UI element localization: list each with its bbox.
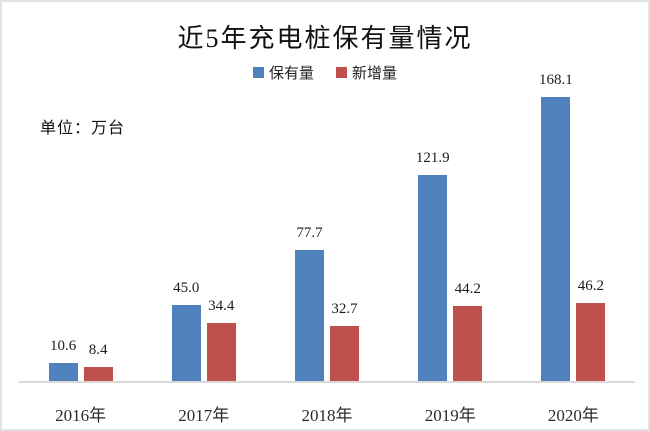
value-label: 44.2 bbox=[454, 281, 481, 298]
stock-bar bbox=[48, 363, 78, 381]
value-label: 121.9 bbox=[415, 150, 450, 167]
category-label: 2016年 bbox=[55, 406, 107, 425]
value-label: 8.4 bbox=[88, 341, 108, 358]
stock-bar bbox=[295, 249, 324, 381]
value-label: 168.1 bbox=[539, 72, 573, 88]
category-label: 2019年 bbox=[424, 406, 476, 425]
value-label: 45.0 bbox=[173, 279, 200, 296]
new-additions-bar bbox=[576, 302, 606, 381]
stock-bar bbox=[418, 175, 448, 381]
value-label: 77.7 bbox=[296, 224, 323, 241]
unit-label: 单位：万台 bbox=[40, 120, 126, 137]
value-label: 32.7 bbox=[331, 300, 358, 317]
stock-bar bbox=[541, 97, 571, 381]
new-additions-bar bbox=[83, 366, 113, 381]
x-axis-line bbox=[19, 381, 635, 383]
new-additions-bar bbox=[206, 322, 236, 381]
category-label: 2020年 bbox=[547, 406, 599, 425]
legend-item-stock: 保有量 bbox=[252, 62, 314, 83]
category-label: 2018年 bbox=[301, 406, 353, 425]
plot-area: 10.6 8.4 2016年 45.0 34.4 2017年 77.7 32.7 2018年 12… bbox=[19, 2, 635, 425]
chart-title: 近5年充电桩保有量情况 bbox=[177, 24, 473, 53]
value-label: 10.6 bbox=[49, 338, 77, 355]
legend-item-new-additions: 新增量 bbox=[336, 62, 397, 83]
new-additions-bar bbox=[453, 306, 483, 381]
legend: 保有量 新增量 bbox=[2, 62, 648, 83]
legend-swatch-new-additions bbox=[336, 67, 347, 78]
category-label: 2017年 bbox=[178, 406, 230, 425]
new-additions-bar bbox=[330, 325, 359, 381]
value-label: 46.2 bbox=[577, 277, 605, 294]
value-label: 34.4 bbox=[208, 297, 235, 314]
legend-label-new-additions: 新增量 bbox=[352, 66, 398, 82]
stock-bar bbox=[171, 304, 201, 381]
legend-swatch-stock bbox=[252, 67, 264, 78]
legend-label-stock: 保有量 bbox=[268, 66, 314, 82]
